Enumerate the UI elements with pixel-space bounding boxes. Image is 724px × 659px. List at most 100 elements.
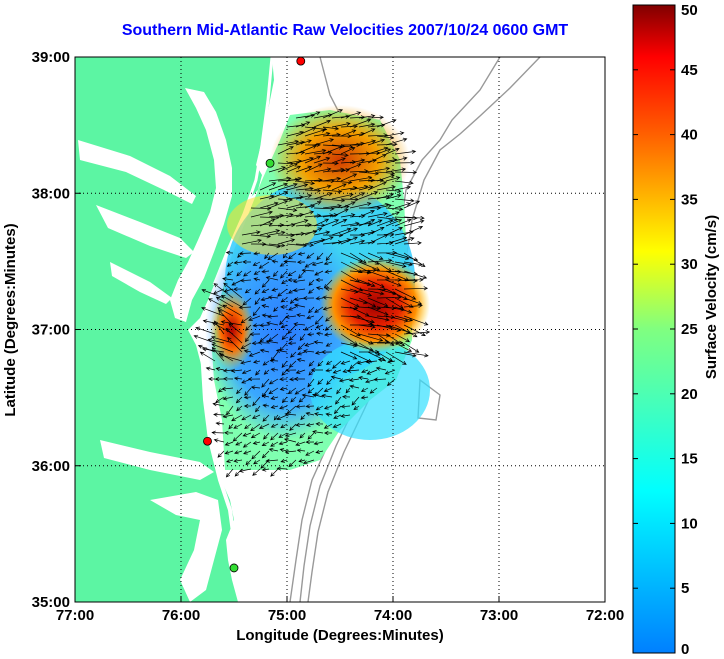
velocity-arrow	[322, 219, 340, 227]
velocity-arrow	[331, 121, 351, 128]
velocity-arrow	[252, 468, 261, 476]
velocity-arrow	[261, 288, 270, 293]
velocity-arrow	[267, 295, 279, 300]
velocity-arrow	[224, 430, 234, 435]
velocity-arrow	[241, 238, 262, 245]
velocity-vectors	[193, 109, 431, 478]
radar-station-marker	[229, 563, 239, 573]
velocity-arrow	[250, 221, 273, 227]
radar-station-marker	[296, 56, 306, 66]
velocity-arrow	[268, 191, 289, 200]
velocity-arrow	[304, 261, 315, 268]
velocity-arrow	[252, 440, 261, 445]
colorbar-tick-label: 30	[681, 256, 698, 273]
velocity-arrow	[245, 324, 252, 331]
y-axis-ticks: 35:00 36:00 37:00 38:00 39:00	[32, 49, 81, 611]
velocity-arrow	[233, 458, 243, 463]
velocity-arrow	[255, 369, 261, 376]
delmarva-shore	[212, 57, 274, 286]
velocity-arrow	[259, 229, 281, 236]
velocity-arrow	[253, 459, 261, 465]
colorbar-tick-label: 35	[681, 191, 698, 208]
velocity-arrow	[290, 396, 297, 403]
velocity-arrow	[394, 180, 414, 185]
velocity-arrow	[286, 202, 304, 209]
velocity-arrow	[248, 315, 261, 321]
velocity-arrow	[270, 367, 279, 372]
velocity-arrow	[226, 405, 234, 416]
velocity-arrow	[280, 423, 288, 429]
velocity-arrow	[270, 404, 279, 409]
velocity-arrow	[268, 243, 286, 248]
velocity-arrow	[301, 393, 315, 398]
velocity-arrow	[385, 176, 401, 182]
velocity-arrow	[304, 128, 326, 137]
velocity-arrow	[224, 441, 234, 446]
velocity-arrow	[298, 458, 306, 463]
velocity-arrow	[322, 126, 340, 131]
velocity-arrow	[247, 376, 261, 382]
velocity-arrow	[298, 270, 306, 279]
velocity-arrow	[394, 170, 418, 175]
velocity-arrow	[295, 186, 314, 191]
velocity-arrow	[353, 405, 360, 411]
velocity-arrow	[331, 157, 346, 164]
velocity-arrow	[295, 441, 306, 446]
bay-tributary-1	[78, 140, 196, 204]
velocity-arrow	[271, 287, 279, 292]
velocity-arrow	[302, 459, 315, 465]
velocity-arrow	[236, 387, 243, 395]
velocity-arrow	[349, 239, 366, 245]
velocity-arrow	[240, 278, 252, 283]
velocity-arrow	[331, 192, 354, 200]
y-tick-label: 38:00	[32, 185, 70, 202]
velocity-arrow	[376, 203, 393, 209]
velocity-arrow	[252, 306, 261, 317]
velocity-arrow	[262, 403, 270, 408]
velocity-arrow	[315, 324, 324, 329]
velocity-arrow	[222, 396, 234, 401]
velocity-arrow	[307, 387, 315, 394]
x-tick-label: 73:00	[480, 607, 518, 624]
velocity-arrow	[376, 148, 392, 155]
velocity-arrow	[312, 393, 324, 398]
velocity-arrow	[331, 180, 353, 185]
velocity-arrow	[340, 413, 351, 418]
velocity-arrow	[322, 295, 333, 300]
velocity-arrow	[242, 297, 252, 306]
velocity-arrow	[313, 119, 332, 128]
velocity-arrow	[248, 351, 261, 357]
velocity-arrow	[220, 320, 243, 326]
velocity-arrow	[259, 182, 277, 191]
velocity-arrow	[367, 211, 388, 218]
velocity-arrow	[351, 396, 360, 406]
velocity-arrow	[270, 432, 279, 441]
colorbar-gradient	[632, 4, 676, 654]
velocity-arrow	[283, 437, 297, 443]
velocity-arrow	[367, 279, 385, 288]
velocity-arrow	[325, 412, 333, 417]
x-tick-label: 77:00	[56, 607, 94, 624]
velocity-arrow	[273, 306, 279, 312]
velocity-arrow	[295, 180, 316, 186]
velocity-arrow	[235, 396, 243, 404]
colorbar-tick-label: 5	[681, 580, 689, 597]
velocity-arrow	[385, 156, 408, 164]
albemarle-sound	[100, 440, 214, 480]
velocity-arrow	[323, 279, 333, 289]
velocity-arrow	[233, 287, 243, 292]
velocity-arrow	[360, 395, 369, 400]
y-tick-label: 39:00	[32, 49, 70, 66]
velocity-arrow	[403, 219, 425, 227]
velocity-arrow	[340, 227, 359, 236]
velocity-arrow	[265, 276, 279, 281]
velocity-arrow	[331, 183, 347, 191]
outer-banks-shore	[200, 349, 238, 576]
velocity-arrow	[267, 314, 279, 319]
velocity-arrow	[358, 171, 380, 176]
velocity-arrow	[281, 279, 288, 285]
velocity-arrow	[213, 283, 234, 299]
velocity-arrow	[250, 423, 261, 432]
velocity-arrow	[385, 340, 404, 345]
